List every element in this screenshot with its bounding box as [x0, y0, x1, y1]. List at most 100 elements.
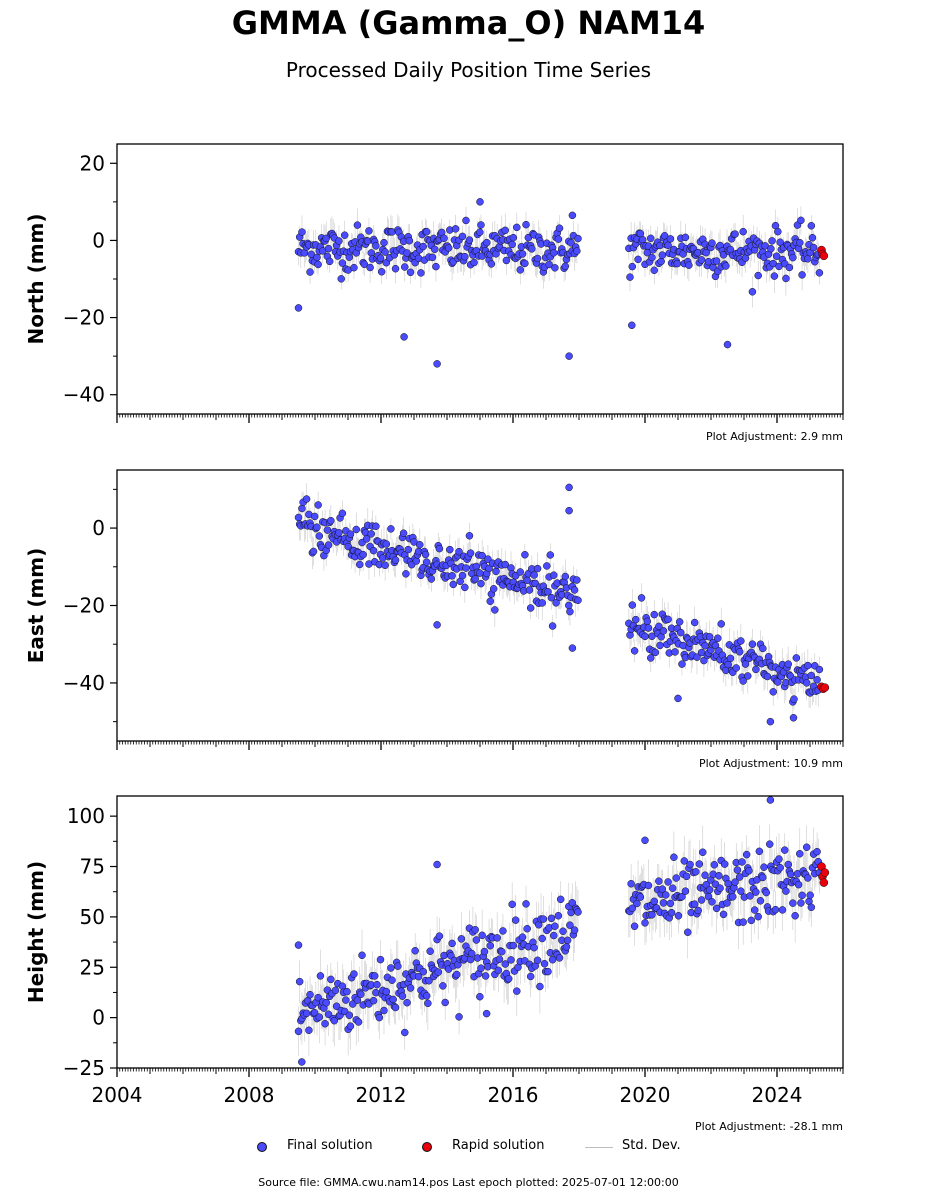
final-point [561, 262, 570, 271]
final-point-outlier [674, 694, 682, 703]
final-point [525, 586, 534, 594]
final-point [471, 575, 479, 583]
final-point [644, 881, 653, 890]
final-point [798, 271, 806, 279]
final-point [765, 840, 774, 848]
final-point-outlier [294, 941, 303, 949]
final-point [461, 583, 469, 592]
final-point [405, 236, 414, 245]
final-point [353, 221, 362, 229]
final-point [658, 885, 667, 893]
final-point [486, 597, 494, 606]
final-point [350, 263, 358, 272]
final-point [739, 918, 747, 926]
final-point [444, 244, 453, 252]
final-point [302, 1009, 311, 1018]
final-point [636, 229, 645, 238]
final-point [403, 998, 411, 1007]
final-point [550, 571, 558, 579]
final-point [772, 252, 781, 260]
final-point [324, 541, 333, 549]
final-point [786, 870, 795, 879]
final-point [391, 1003, 400, 1012]
final-point [729, 893, 737, 901]
final-point [790, 695, 798, 703]
final-point [807, 671, 816, 680]
final-point [678, 892, 686, 901]
final-point [315, 532, 324, 540]
final-point [375, 1013, 384, 1022]
plot-adjustment-note: Plot Adjustment: 2.9 mm [706, 430, 843, 443]
plot-adjustment-note: Plot Adjustment: -28.1 mm [695, 1120, 843, 1133]
final-point [655, 622, 663, 631]
final-point [638, 236, 647, 244]
final-point [352, 525, 360, 534]
final-point [678, 660, 686, 668]
final-point [762, 888, 771, 897]
final-point [782, 887, 790, 895]
final-point [315, 1013, 324, 1021]
final-point [435, 544, 444, 553]
final-point [566, 921, 574, 929]
final-point-outlier [628, 321, 636, 330]
final-point [439, 982, 447, 990]
final-point-outlier [565, 483, 573, 492]
final-point [562, 943, 571, 951]
final-point [521, 259, 529, 268]
final-point [723, 899, 731, 907]
final-point [693, 653, 701, 661]
y-tick-label: 50 [80, 905, 105, 929]
final-point [798, 891, 806, 900]
final-point [370, 972, 379, 980]
final-point [369, 546, 378, 555]
final-point [746, 892, 754, 900]
final-point [675, 618, 684, 626]
plot-area-0 [294, 198, 829, 368]
final-point [313, 253, 321, 262]
final-point [686, 860, 694, 869]
final-point [305, 1026, 313, 1035]
final-point [478, 931, 486, 940]
final-point [483, 238, 491, 247]
final-point [705, 886, 714, 894]
final-point [448, 572, 456, 580]
final-point [769, 688, 777, 696]
final-point [369, 996, 378, 1005]
final-point [667, 908, 676, 917]
final-point [455, 547, 463, 556]
axes-frame-1 [116, 469, 844, 742]
final-point-outlier [766, 717, 775, 726]
final-point [554, 235, 563, 243]
y-tick-label: 20 [80, 151, 105, 175]
final-point [759, 873, 767, 882]
final-point [681, 233, 690, 242]
final-point [735, 873, 744, 881]
final-point [776, 863, 784, 872]
final-point [533, 254, 542, 263]
final-point [781, 846, 789, 854]
final-point [518, 250, 527, 258]
final-point [775, 855, 783, 863]
final-point [708, 898, 716, 906]
final-point [561, 572, 570, 581]
x-tick-label: 2008 [224, 1083, 275, 1107]
final-point [547, 914, 556, 923]
chart-title: GMMA (Gamma_O) NAM14 [231, 4, 706, 42]
final-point [712, 904, 721, 913]
final-point [695, 860, 704, 868]
final-point [711, 641, 720, 650]
rapid-point [820, 868, 830, 877]
final-point [387, 964, 395, 972]
final-point [702, 248, 710, 257]
final-point [526, 604, 535, 612]
final-point [672, 874, 680, 882]
final-point [441, 998, 449, 1007]
final-point [422, 558, 431, 566]
final-point [570, 926, 579, 934]
final-point [461, 252, 469, 261]
final-point [346, 530, 355, 538]
final-point [372, 242, 380, 250]
final-point [327, 975, 335, 984]
final-point [440, 234, 448, 243]
x-tick-label: 2020 [620, 1083, 671, 1107]
